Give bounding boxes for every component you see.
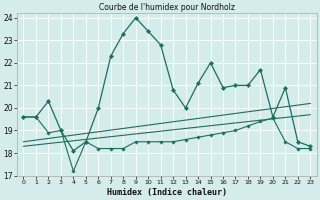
X-axis label: Humidex (Indice chaleur): Humidex (Indice chaleur) bbox=[107, 188, 227, 197]
Title: Courbe de l'humidex pour Nordholz: Courbe de l'humidex pour Nordholz bbox=[99, 3, 235, 12]
